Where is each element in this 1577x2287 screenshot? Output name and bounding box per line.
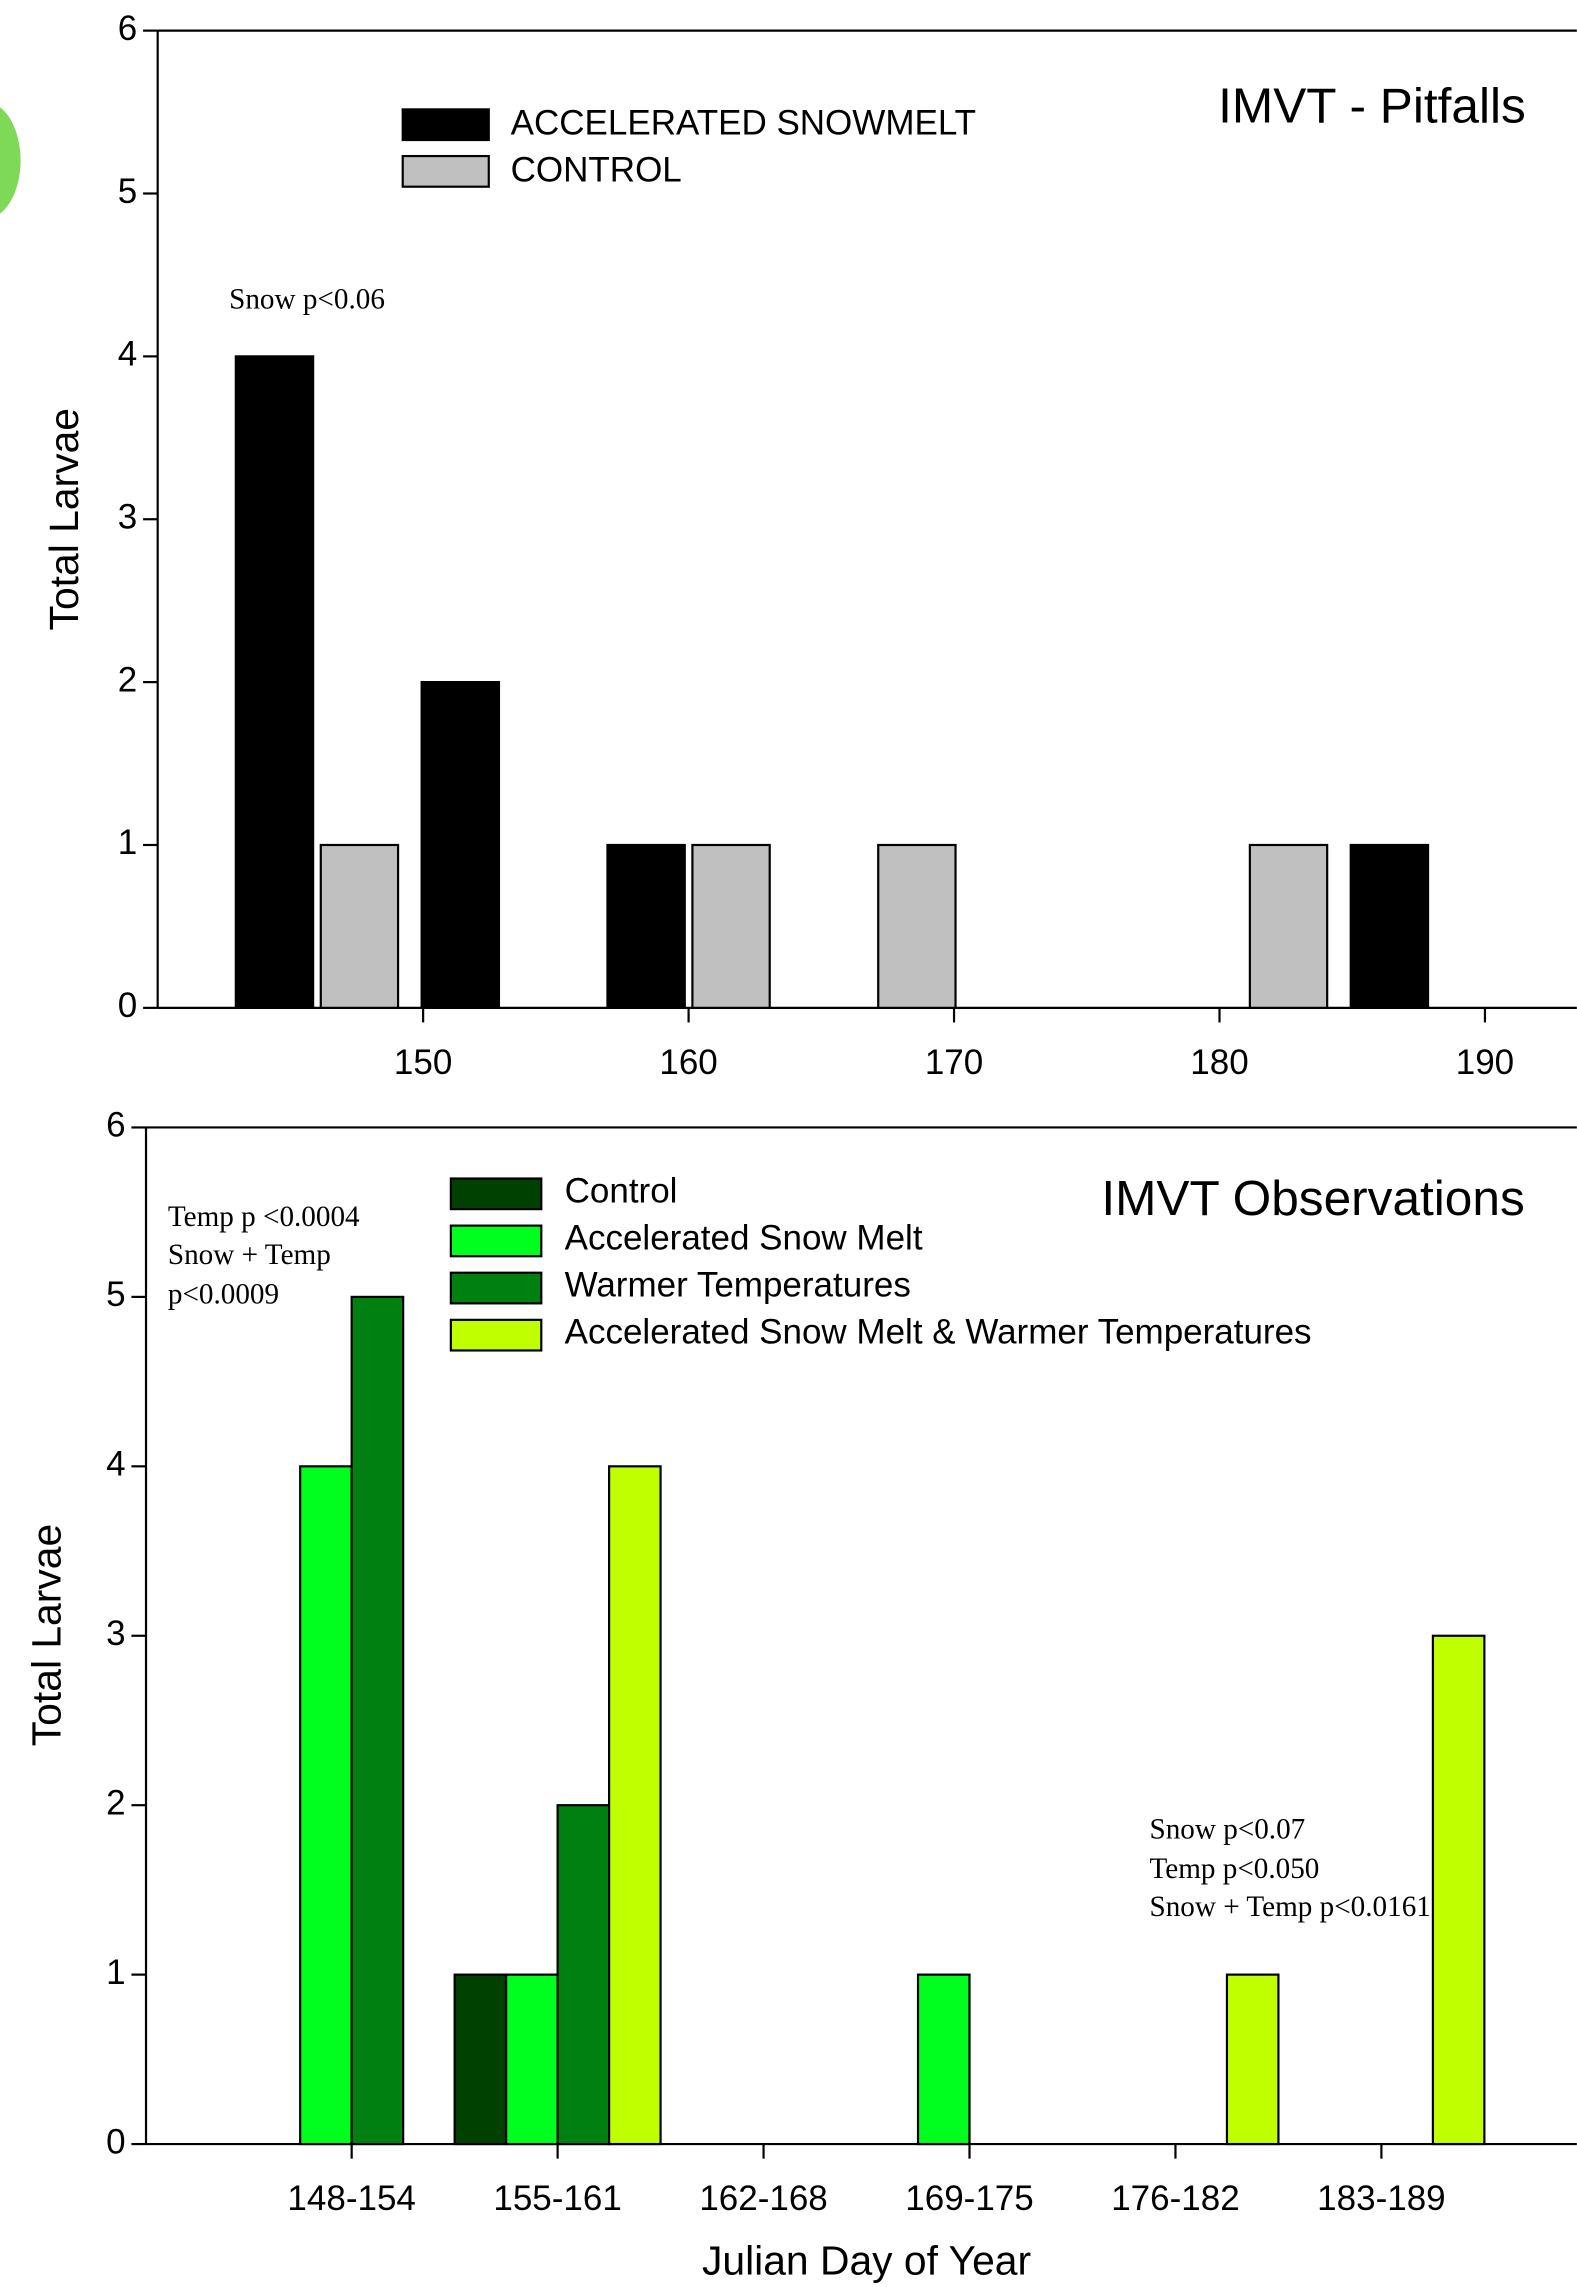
y-axis-label: Total Larvae	[41, 408, 87, 630]
y-tick-label: 3	[106, 1614, 125, 1653]
x-tick-label: 148-154	[287, 2179, 415, 2218]
bar	[606, 843, 686, 1009]
annotation: Temp p <0.0004	[168, 1201, 360, 1233]
x-tick-label: 183-189	[1317, 2179, 1445, 2218]
annotation: Snow + Temp p<0.0161	[1149, 1891, 1430, 1923]
legend-swatch	[449, 1318, 543, 1352]
annotation: Snow + Temp	[168, 1239, 331, 1271]
x-tick-label: 160	[659, 1043, 717, 1082]
annotation: Snow p<0.07	[1149, 1814, 1305, 1846]
bar	[916, 1973, 971, 2146]
x-tick-label: 190	[1456, 1043, 1514, 1082]
legend-label: ACCELERATED SNOWMELT	[511, 104, 976, 143]
annotation: Snow p<0.06	[229, 284, 385, 316]
bar	[691, 843, 771, 1009]
y-tick-label: 2	[106, 1783, 125, 1822]
bar	[319, 843, 400, 1009]
bar	[350, 1295, 405, 2146]
bar	[877, 843, 957, 1009]
y-tick-label: 1	[106, 1953, 125, 1992]
image-fragment	[0, 107, 21, 214]
y-tick-label: 0	[106, 2122, 125, 2161]
y-tick-label: 4	[118, 335, 137, 374]
legend-label: Accelerated Snow Melt & Warmer Temperatu…	[565, 1313, 1312, 1352]
x-tick-label: 176-182	[1111, 2179, 1239, 2218]
bar	[420, 681, 501, 1009]
legend-label: CONTROL	[511, 150, 682, 189]
legend-label: Control	[565, 1171, 678, 1210]
bar	[453, 1973, 508, 2146]
legend-swatch	[401, 154, 490, 188]
y-tick-label: 3	[118, 497, 137, 536]
legend-swatch	[401, 108, 490, 142]
x-tick-label: 155-161	[493, 2179, 621, 2218]
legend-swatch	[449, 1271, 543, 1305]
x-axis-label: Julian Day of Year	[702, 2237, 1031, 2283]
x-tick-label: 162-168	[699, 2179, 827, 2218]
annotation: Temp p<0.050	[1149, 1853, 1319, 1885]
bar	[1248, 843, 1329, 1009]
legend-swatch	[449, 1224, 543, 1258]
y-tick-label: 5	[118, 172, 137, 211]
x-tick-label: 170	[925, 1043, 983, 1082]
y-tick-label: 4	[106, 1445, 125, 1484]
y-tick-label: 2	[118, 660, 137, 699]
chart-title: IMVT - Pitfalls	[1218, 77, 1526, 133]
y-tick-label: 6	[118, 9, 137, 48]
annotation: p<0.0009	[168, 1278, 279, 1310]
bar	[556, 1804, 611, 2146]
x-tick-label: 150	[394, 1043, 452, 1082]
bar	[608, 1465, 662, 2146]
bar	[1349, 843, 1430, 1009]
bar	[234, 355, 315, 1009]
y-axis-label: Total Larvae	[24, 1524, 70, 1746]
legend-label: Warmer Temperatures	[565, 1266, 911, 1305]
legend-swatch	[449, 1177, 543, 1211]
y-tick-label: 1	[118, 823, 137, 862]
legend-label: Accelerated Snow Melt	[565, 1218, 923, 1257]
y-tick-label: 5	[106, 1275, 125, 1314]
x-tick-label: 169-175	[905, 2179, 1033, 2218]
bar	[1431, 1634, 1486, 2146]
chart-title: IMVT Observations	[1101, 1170, 1524, 1226]
bar	[1225, 1973, 1280, 2146]
y-tick-label: 6	[106, 1106, 125, 1145]
bar	[505, 1973, 559, 2146]
bar	[299, 1465, 353, 2146]
y-tick-label: 0	[118, 986, 137, 1025]
x-tick-label: 180	[1190, 1043, 1248, 1082]
